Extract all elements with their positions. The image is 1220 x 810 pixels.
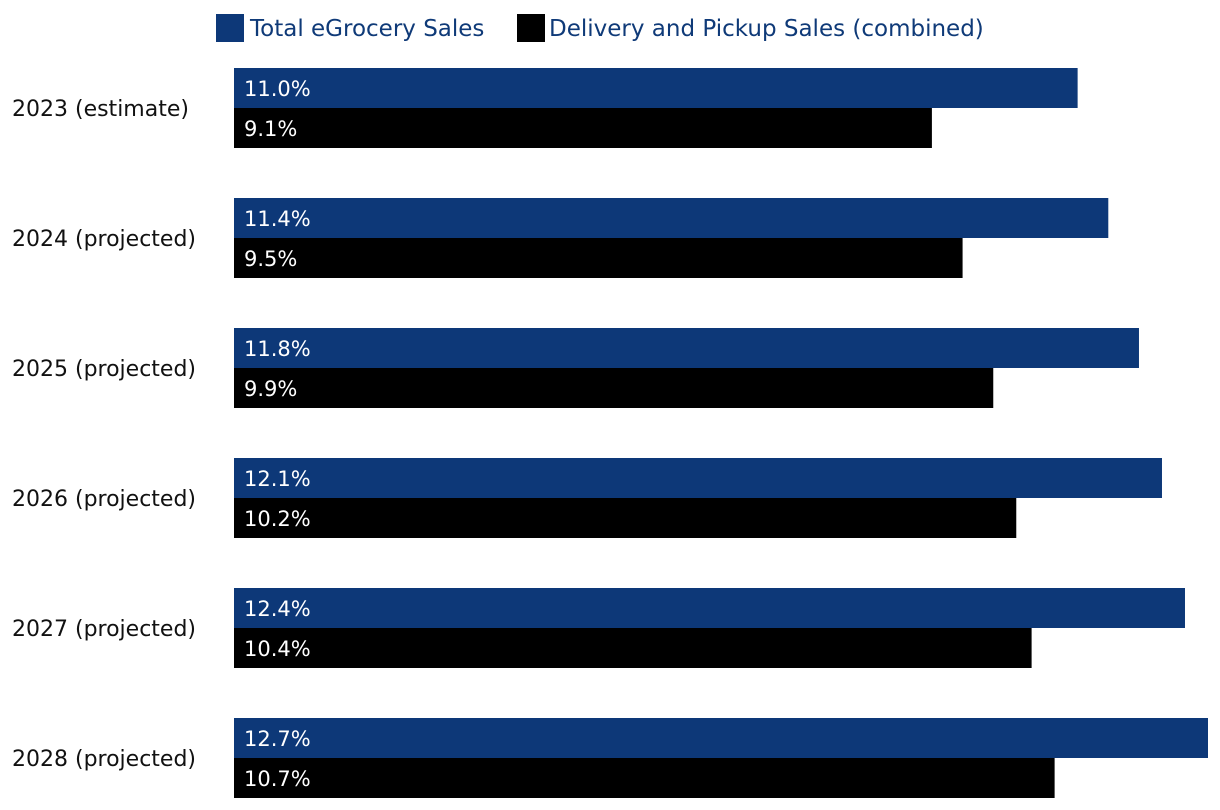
- bar-total-egrocery: [234, 718, 1208, 758]
- bar-value-label: 12.4%: [244, 597, 311, 621]
- bar-total-egrocery: [234, 458, 1162, 498]
- category-label: 2024 (projected): [12, 227, 196, 252]
- bar-delivery-pickup: [234, 628, 1032, 668]
- bar-total-egrocery: [234, 328, 1139, 368]
- bar-value-label: 11.8%: [244, 337, 311, 361]
- bar-value-label: 12.7%: [244, 727, 311, 751]
- bar-delivery-pickup: [234, 108, 932, 148]
- bar-total-egrocery: [234, 68, 1078, 108]
- bar-value-label: 9.9%: [244, 377, 297, 401]
- bar-total-egrocery: [234, 198, 1109, 238]
- bar-value-label: 11.0%: [244, 77, 311, 101]
- bar-delivery-pickup: [234, 498, 1017, 538]
- legend: Total eGrocery Sales Delivery and Pickup …: [216, 14, 984, 42]
- legend-swatch-1: [517, 14, 545, 42]
- bar-value-label: 10.4%: [244, 637, 311, 661]
- category-label: 2023 (estimate): [12, 97, 189, 122]
- bar-value-label: 9.5%: [244, 247, 297, 271]
- legend-label-1: Delivery and Pickup Sales (combined): [549, 16, 984, 42]
- bar-delivery-pickup: [234, 758, 1055, 798]
- legend-swatch-0: [216, 14, 244, 42]
- legend-label-0: Total eGrocery Sales: [249, 16, 484, 42]
- bar-value-label: 12.1%: [244, 467, 311, 491]
- plot-area: 2023 (estimate) 11.0% 9.1% 2024 (projected)…: [12, 68, 1208, 798]
- bar-delivery-pickup: [234, 238, 963, 278]
- bar-value-label: 10.7%: [244, 767, 311, 791]
- bar-delivery-pickup: [234, 368, 994, 408]
- category-label: 2026 (projected): [12, 487, 196, 512]
- bar-value-label: 9.1%: [244, 117, 297, 141]
- category-label: 2028 (projected): [12, 747, 196, 772]
- category-label: 2025 (projected): [12, 357, 196, 382]
- bar-total-egrocery: [234, 588, 1185, 628]
- bar-value-label: 10.2%: [244, 507, 311, 531]
- bar-value-label: 11.4%: [244, 207, 311, 231]
- category-label: 2027 (projected): [12, 617, 196, 642]
